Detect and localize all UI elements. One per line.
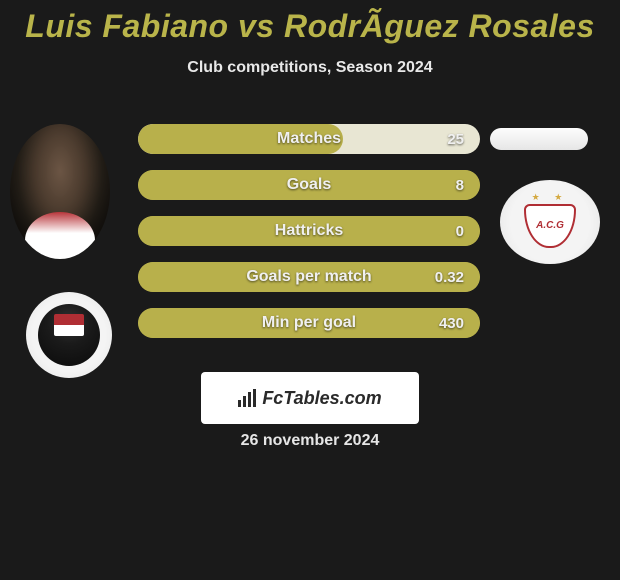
shield-icon: A.C.G (524, 204, 576, 248)
club-right-initials: A.C.G (536, 221, 564, 231)
stat-bar: Min per goal 430 (138, 308, 480, 338)
club-right-badge-inner: ★ ★ A.C.G (518, 194, 582, 250)
stat-bar-value: 8 (456, 177, 464, 194)
subtitle: Club competitions, Season 2024 (0, 59, 620, 77)
branding-badge: FcTables.com (201, 372, 419, 424)
stat-bar-value: 25 (447, 131, 464, 148)
stat-bar: Goals 8 (138, 170, 480, 200)
stat-bar-value: 0 (456, 223, 464, 240)
stat-bar-label: Min per goal (262, 314, 356, 332)
stat-bar-label: Hattricks (275, 222, 343, 240)
club-right-badge: ★ ★ A.C.G (500, 180, 600, 264)
player-left-avatar (10, 124, 110, 259)
branding-text: FcTables.com (262, 388, 381, 409)
stat-bar-value: 430 (439, 315, 464, 332)
stat-bars: Matches 25 Goals 8 Hattricks 0 Goals per match… (138, 124, 480, 354)
star-icon: ★ ★ (518, 192, 582, 203)
comparison-card: Luis Fabiano vs RodrÃ­guez Rosales Club … (0, 0, 620, 580)
bar-chart-icon (238, 389, 256, 407)
stat-bar-label: Goals (287, 176, 331, 194)
footer-date: 26 november 2024 (241, 432, 380, 450)
stat-bar: Hattricks 0 (138, 216, 480, 246)
stat-bar: Goals per match 0.32 (138, 262, 480, 292)
stat-bar-value: 0.32 (435, 269, 464, 286)
stat-bar-label: Matches (277, 130, 341, 148)
page-title: Luis Fabiano vs RodrÃ­guez Rosales (0, 0, 620, 45)
stat-bar: Matches 25 (138, 124, 480, 154)
player-right-placeholder (490, 128, 588, 150)
club-left-badge (26, 292, 112, 378)
stat-bar-label: Goals per match (246, 268, 371, 286)
club-left-badge-inner (38, 304, 100, 366)
